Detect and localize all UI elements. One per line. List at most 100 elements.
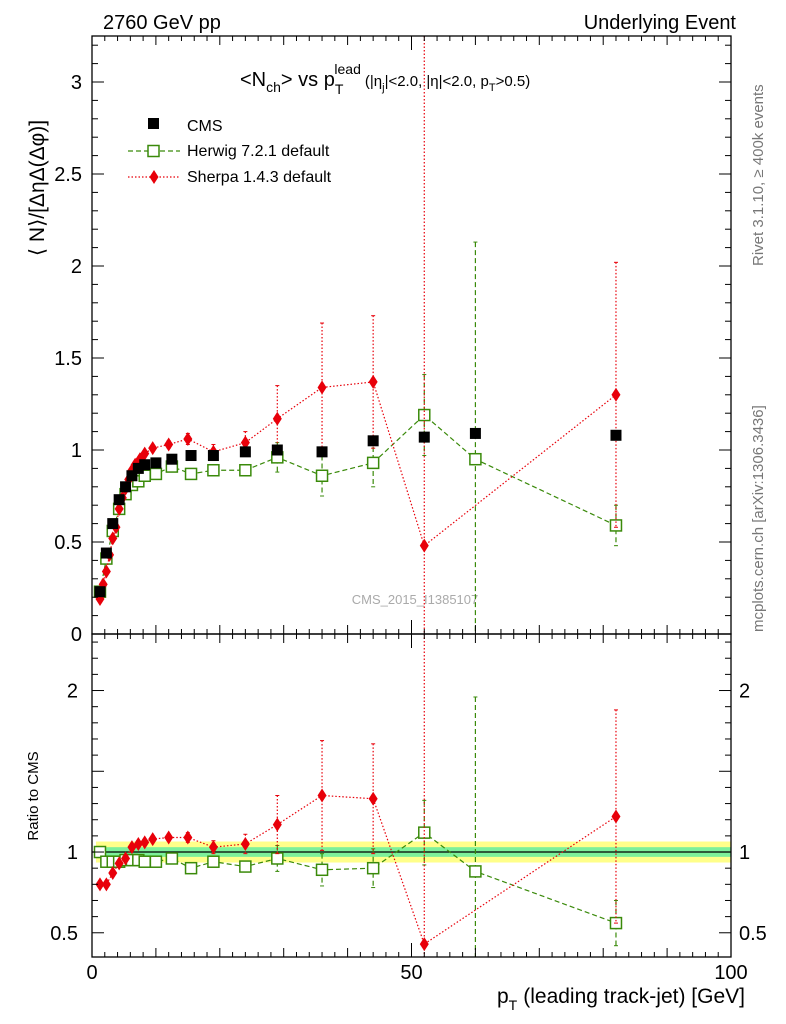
main-ytick-label: 2 — [71, 256, 82, 278]
ratio-ytick-label: 2 — [67, 681, 78, 703]
main-cms-point — [94, 586, 106, 598]
main-sherpa-point — [368, 374, 378, 389]
ratio-sherpa-point — [148, 832, 158, 847]
main-sherpa-point — [148, 441, 158, 456]
legend: CMS Herwig 7.2.1 default Sherpa 1.4.3 de… — [128, 118, 332, 186]
main-sherpa-point — [183, 431, 193, 446]
main-herwig-point — [239, 463, 252, 477]
title-cuts-pt: T — [489, 82, 496, 94]
header-right: Underlying Event — [584, 12, 737, 34]
ratio-sherpa-point — [208, 840, 218, 855]
legend-sherpa-marker — [149, 170, 159, 184]
main-herwig-point — [366, 456, 380, 470]
ratio-sherpa-point — [240, 836, 250, 851]
main-sherpa-point — [114, 501, 124, 516]
main-ytick-label: 1 — [71, 440, 82, 462]
main-cms-point — [150, 457, 162, 469]
title-cuts-mid: |<2.0, |η|<2.0, p — [385, 73, 489, 90]
analysis-watermark: CMS_2015_I1385107 — [352, 592, 479, 607]
ratio-sherpa-point — [419, 937, 429, 952]
main-cms-point — [367, 435, 379, 447]
ratio-herwig-point — [366, 861, 380, 875]
ratio-sherpa-point — [272, 817, 282, 832]
title-vs: > vs p — [281, 69, 335, 91]
main-ylabel: ⟨ N⟩/[ΔηΔ(Δφ)] — [26, 120, 49, 256]
main-cms-point — [139, 459, 151, 471]
main-cms-point — [316, 446, 328, 458]
title-n: <N — [240, 69, 266, 91]
xlabel-p: p — [497, 985, 509, 1008]
ratio-ytick-label-right: 1 — [739, 842, 750, 864]
legend-herwig-label: Herwig 7.2.1 default — [187, 143, 330, 160]
ratio-herwig-point — [207, 855, 220, 868]
ratio-sherpa-point — [611, 809, 621, 824]
xtick-label: 0 — [86, 962, 97, 984]
main-cms-point — [185, 450, 197, 462]
legend-sherpa-label: Sherpa 1.4.3 default — [187, 169, 332, 186]
title-p-sup: lead — [334, 61, 360, 77]
ratio-herwig-point — [418, 826, 431, 839]
main-herwig-point — [184, 467, 198, 481]
title-cuts: (|η — [365, 73, 382, 90]
main-cms-point — [166, 453, 178, 465]
plot-title: <Nch> vs pTlead(|ηj|<2.0, |η|<2.0, pT>0.… — [240, 61, 530, 97]
ratio-herwig-point — [138, 855, 151, 868]
main-cms-point — [107, 518, 119, 530]
ratio-herwig-point — [271, 852, 284, 865]
ratio-ytick-label-right: 2 — [739, 681, 750, 703]
ratio-sherpa-point — [121, 851, 131, 866]
ratio-herwig-point — [184, 861, 198, 875]
main-herwig-point — [315, 469, 329, 483]
ratio-plot — [93, 634, 623, 957]
main-ytick-label: 3 — [71, 72, 82, 94]
xtick-label: 100 — [714, 962, 747, 984]
main-herwig-point — [469, 452, 482, 466]
ratio-herwig-point — [469, 865, 482, 878]
axes: 0 0.5 1 1.5 2 2.5 3 0 50 100 0.5 0.5 1 1 2 2 — [50, 35, 767, 984]
ratio-sherpa-point — [317, 788, 327, 803]
main-sherpa-point — [317, 380, 327, 395]
main-sherpa-point — [419, 538, 429, 553]
main-sherpa-point — [101, 564, 111, 579]
main-ytick-label: 0 — [71, 624, 82, 646]
main-cms-point — [132, 462, 144, 474]
ratio-herwig-point — [165, 852, 179, 865]
main-ytick-label: 2.5 — [54, 164, 82, 186]
mcplots-label: mcplots.cern.ch [arXiv:1306.3436] — [750, 405, 767, 632]
rivet-label: Rivet 3.1.10, ≥ 400k events — [750, 84, 767, 266]
main-cms-point — [100, 547, 112, 559]
header-left: 2760 GeV pp — [103, 12, 221, 34]
title-p-sub: T — [335, 81, 344, 97]
ratio-sherpa-line — [99, 794, 617, 946]
main-sherpa-point — [240, 435, 250, 450]
title-n-sub: ch — [266, 79, 281, 95]
main-cms-point — [113, 494, 125, 506]
legend-herwig-marker — [147, 144, 160, 158]
ratio-ylabel: Ratio to CMS — [25, 751, 42, 840]
title-cuts-j: j — [381, 82, 384, 94]
ratio-sherpa-point — [140, 835, 150, 850]
main-sherpa-point — [140, 446, 150, 461]
ratio-sherpa-point — [164, 830, 174, 845]
main-herwig-point — [207, 463, 220, 477]
ratio-ytick-label: 1 — [67, 842, 78, 864]
main-cms-point — [610, 429, 622, 441]
ratio-ytick-label: 0.5 — [50, 923, 78, 945]
main-cms-point — [271, 444, 283, 456]
xlabel-rest: (leading track-jet) [GeV] — [523, 985, 745, 1008]
ratio-herwig-point — [239, 860, 252, 873]
main-sherpa-point — [272, 411, 282, 426]
main-sherpa-line — [99, 381, 617, 600]
main-plot — [93, 36, 623, 634]
xtick-label: 50 — [400, 962, 422, 984]
main-cms-point — [207, 450, 219, 462]
ratio-sherpa-point — [95, 877, 105, 892]
main-cms-point — [239, 446, 251, 458]
ratio-herwig-point — [149, 855, 163, 868]
main-ytick-label: 0.5 — [54, 532, 82, 554]
ratio-sherpa-point — [114, 856, 124, 871]
main-cms-point — [418, 431, 430, 443]
main-herwig-point — [149, 467, 163, 481]
xlabel-p-sub: T — [509, 997, 518, 1013]
